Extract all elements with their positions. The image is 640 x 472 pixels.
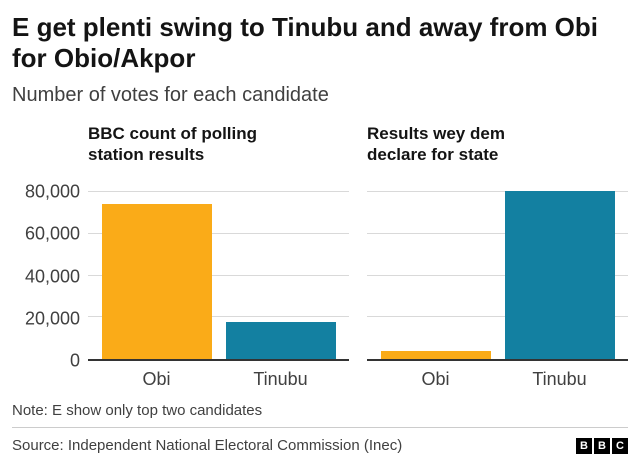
bbc-logo-block: B bbox=[576, 437, 592, 454]
plot-area-declared bbox=[367, 183, 628, 362]
x-axis-labels-declared: Obi Tinubu bbox=[367, 369, 628, 390]
y-tick-label: 0 bbox=[69, 350, 80, 371]
y-tick-label: 40,000 bbox=[24, 266, 80, 287]
chart-title-line: declare for state bbox=[367, 145, 499, 165]
bar-obi bbox=[101, 204, 212, 360]
chart-subtitle: Number of votes for each candidate bbox=[12, 84, 329, 107]
gridline bbox=[367, 232, 628, 234]
x-tick-label-tinubu: Tinubu bbox=[532, 369, 587, 390]
bbc-logo: B B C bbox=[576, 437, 628, 454]
y-axis-labels: 0 20,000 40,000 60,000 80,000 bbox=[12, 181, 88, 371]
chart-declared: Results wey dem declare for state Obi Tin… bbox=[367, 123, 628, 390]
plot-area-bbc-count bbox=[88, 183, 349, 362]
x-tick-label-obi: Obi bbox=[142, 369, 171, 390]
bar-tinubu bbox=[225, 321, 336, 360]
chart-title-line: station results bbox=[88, 145, 205, 165]
y-axis-spacer bbox=[12, 123, 88, 183]
headline-line-1: E get plenti swing to Tinubu and away fr… bbox=[12, 12, 598, 42]
gridline bbox=[367, 190, 628, 192]
chart-note: Note: E show only top two candidates bbox=[12, 402, 263, 420]
chart-title-line: Results wey dem bbox=[367, 124, 505, 144]
y-tick-label: 60,000 bbox=[24, 223, 80, 244]
divider bbox=[12, 427, 628, 429]
gridline bbox=[88, 316, 349, 318]
x-tick-label-obi: Obi bbox=[421, 369, 450, 390]
y-tick-label: 20,000 bbox=[24, 308, 80, 329]
chart-title-line: BBC count of polling bbox=[88, 124, 258, 144]
gridline bbox=[88, 190, 349, 192]
chart-bbc-count: BBC count of polling station results Obi… bbox=[88, 123, 349, 390]
headline-line-2: for Obio/Akpor bbox=[12, 43, 196, 74]
bbc-logo-block: C bbox=[612, 437, 628, 454]
headline: E get plenti swing to Tinubu and away fr… bbox=[12, 12, 628, 74]
x-axis-labels-bbc-count: Obi Tinubu bbox=[88, 369, 349, 390]
gridline bbox=[367, 274, 628, 276]
bar-obi bbox=[380, 351, 491, 360]
y-axis: 0 20,000 40,000 60,000 80,000 bbox=[12, 123, 88, 390]
bbc-logo-block: B bbox=[594, 437, 610, 454]
charts-row: 0 20,000 40,000 60,000 80,000 BBC count of p… bbox=[12, 123, 628, 390]
chart-bbc-count-title: BBC count of polling station results bbox=[88, 123, 349, 183]
gridline bbox=[367, 316, 628, 318]
gridline bbox=[88, 232, 349, 234]
source-row: Source: Independent National Electoral C… bbox=[12, 428, 628, 463]
y-tick-label: 80,000 bbox=[24, 181, 80, 202]
source-credit: Source: Independent National Electoral C… bbox=[12, 437, 403, 455]
gridline bbox=[88, 274, 349, 276]
chart-declared-title: Results wey dem declare for state bbox=[367, 123, 628, 183]
bar-tinubu bbox=[504, 190, 615, 360]
x-tick-label-tinubu: Tinubu bbox=[253, 369, 308, 390]
